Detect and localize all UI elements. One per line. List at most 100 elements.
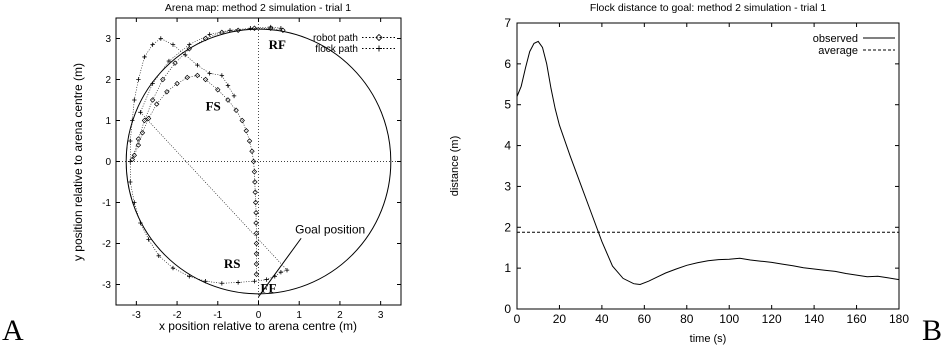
distance-y-tick-label: 2 [504,220,511,234]
distance-x-tick-label: 140 [804,312,824,326]
flock-path-point [225,83,231,88]
arena-y-tick-label: -1 [102,198,111,209]
flock-path-point [219,281,225,286]
arena-x-tick-label: 3 [378,310,384,321]
arena-y-tick-label: 1 [105,116,111,127]
arena-y-axis-ticks: -3 -2 -1 0 1 2 3 [102,34,401,291]
robot-path-point [184,74,190,81]
flock-path-point [130,118,135,123]
flock-path-point [132,200,137,205]
robot-path-point [239,117,245,124]
robot-path-point [249,148,255,154]
robot-path-point [174,80,180,87]
distance-x-tick-label: 180 [889,312,909,326]
distance-chart-title: Flock distance to goal: method 2 simulat… [590,2,827,14]
flock-path-point [227,28,233,33]
arena-annotations: RF FS RS FF Goal position [206,37,365,298]
arena-x-tick-label: -2 [173,310,182,321]
distance-y-axis-ticks: 0 1 2 3 4 5 6 7 [504,16,899,316]
robot-path-point [139,130,146,136]
arena-y-tick-label: 2 [105,75,111,86]
robot-path-point [131,152,138,159]
distance-y-tick-label: 6 [504,57,511,71]
distance-x-tick-label: 80 [680,312,694,326]
robot-path-point [251,25,258,31]
robot-path-point [253,220,259,226]
distance-y-axis-label: distance (m) [449,136,461,197]
flock-path-point [187,42,192,47]
robot-path-point [154,101,160,107]
robot-path-point [253,271,260,277]
distance-x-axis-label: time (s) [690,333,727,345]
distance-x-tick-label: 60 [638,312,652,326]
legend-label-flock-path: flock path [315,44,358,55]
flock-path-point [219,73,225,78]
flock-path-point [195,62,200,68]
flock-path-line [130,26,288,284]
robot-path-point [235,27,241,33]
arena-x-axis-label: x position relative to arena centre (m) [159,319,357,333]
robot-path-point [202,35,209,42]
robot-path-point [268,25,274,31]
flock-path-point [278,26,284,31]
flock-path-point [146,237,151,242]
robot-path-point [135,136,142,142]
distance-y-tick-label: 1 [504,261,511,275]
arena-boundary-circle [125,28,392,295]
flock-path-point [207,32,212,37]
robot-path-point [253,261,260,267]
flock-path-point [264,277,269,282]
flock-path-point [138,220,143,226]
flock-path-point [132,97,137,103]
arena-x-tick-label: 1 [296,310,302,321]
distance-plot-frame [516,22,900,310]
flock-path-point [150,81,155,86]
flock-path-point [284,267,290,273]
legend-label-average: average [818,45,858,57]
arena-reference-lines [116,18,401,305]
robot-path-point [215,87,221,93]
distance-y-tick-label: 3 [504,179,511,193]
arena-legend: robot path flock path [313,33,396,55]
robot-path-point [135,142,142,148]
distance-chart: Flock distance to goal: method 2 simulat… [449,2,942,347]
arena-chart-title: Arena map: method 2 simulation - trial 1 [165,2,351,14]
robot-path-point [233,107,239,113]
flock-path-point [166,58,172,64]
robot-path-point [280,27,286,33]
arena-y-tick-label: 0 [105,157,111,168]
distance-y-tick-label: 4 [504,139,511,153]
robot-path-point [194,72,201,79]
distance-y-tick-label: 5 [504,98,511,112]
distance-x-tick-label: 160 [847,312,867,326]
flock-path-point [248,26,253,31]
arena-y-axis-label: y position relative to arena centre (m) [71,63,85,261]
flock-path-point [150,42,155,47]
goal-position-pointer-line [258,237,302,298]
arena-x-tick-label: 2 [337,310,343,321]
flock-path-point [138,110,143,115]
robot-path-point [252,179,258,185]
arena-x-axis-ticks: -3 -2 -1 0 1 2 3 [132,18,384,321]
annotation-rf: RF [269,37,286,52]
robot-path-point [164,89,170,95]
annotation-rs: RS [224,256,241,271]
flock-path-point [231,93,237,99]
robot-path-point [253,251,260,257]
flock-path-point [170,42,176,47]
annotation-ff: FF [261,281,277,296]
distance-legend: observed average [813,33,895,57]
arena-x-tick-label: -3 [132,310,141,321]
legend-label-robot-path: robot path [313,33,358,44]
robot-path-point [160,76,166,83]
robot-path-point [149,97,156,103]
legend-marker-robot-path [375,33,383,42]
robot-path-point [251,169,258,175]
panel-label-a: A [2,314,24,347]
distance-series-group [516,40,900,286]
observed-series-line [516,40,900,286]
distance-x-tick-label: 100 [719,312,739,326]
robot-path-point [253,210,259,216]
distance-x-tick-label: 20 [553,312,567,326]
